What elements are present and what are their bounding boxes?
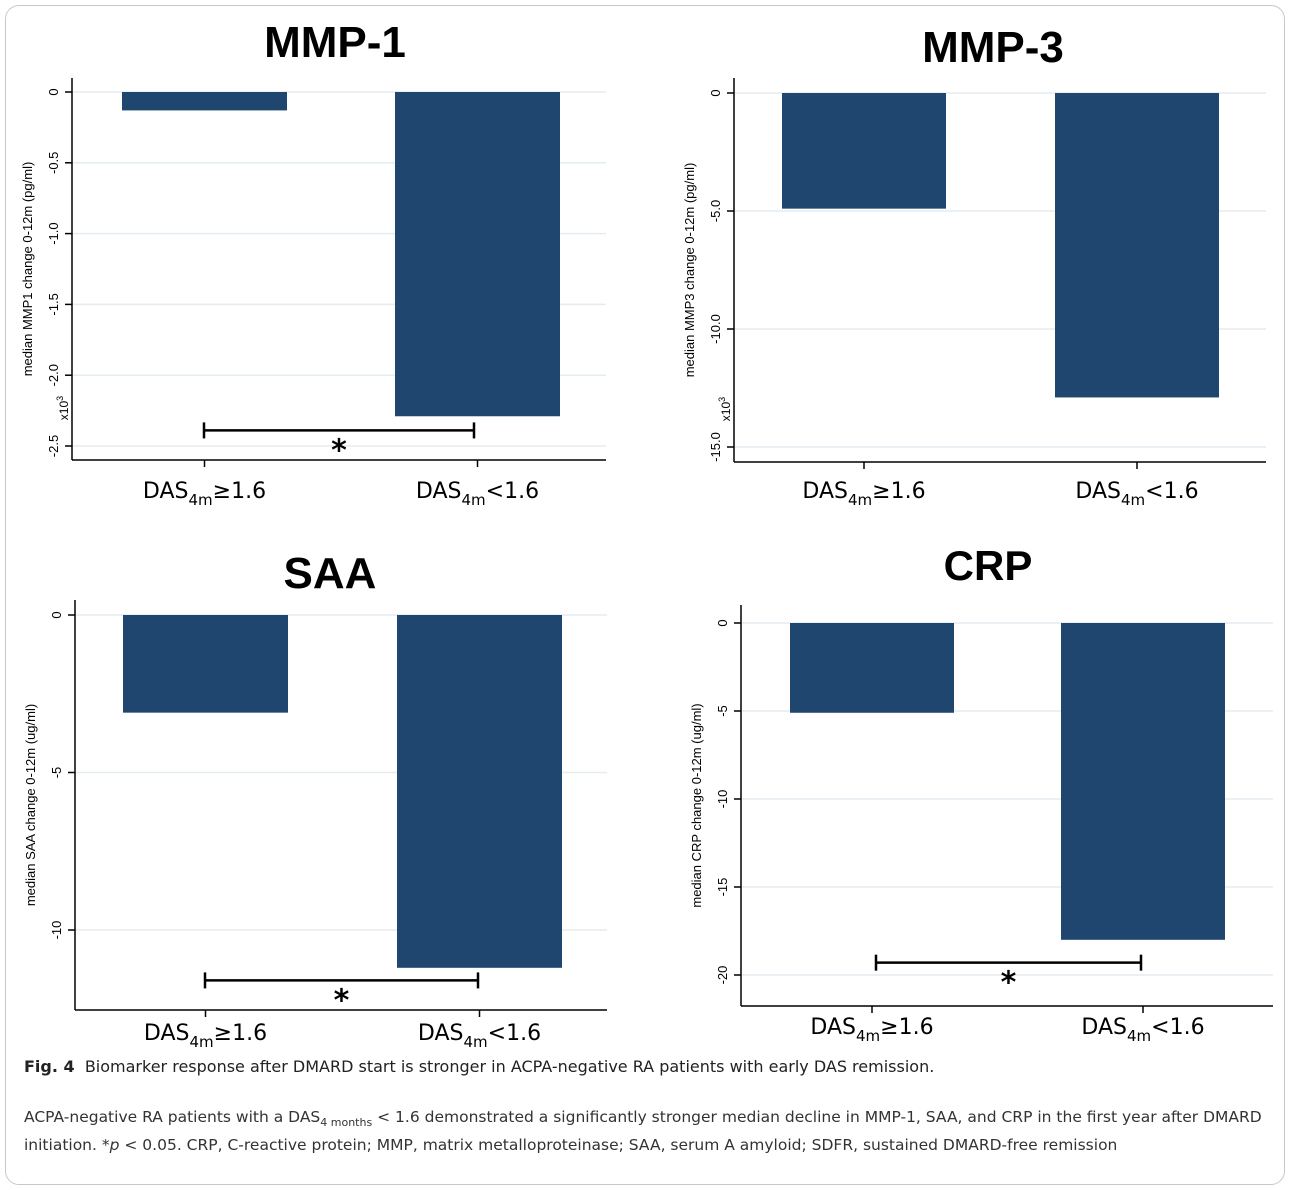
panel-2-bar-2 xyxy=(1055,93,1219,398)
panel-1-y-label: median MMP1 change 0-12m (pg/ml) xyxy=(20,162,35,377)
panel-1-ytick-label: -1.5 xyxy=(46,293,61,315)
panel-3: SAA 0 -5 -10 median SAA change 0-12m (ug/ml)… xyxy=(23,549,607,1050)
panel-3-bar-2 xyxy=(397,615,562,968)
panel-4-y-label: median CRP change 0-12m (ug/ml) xyxy=(689,703,704,907)
panel-1-ytick-label: 0 xyxy=(46,88,61,95)
panel-1-ytick-label: -0.5 xyxy=(46,152,61,174)
panel-4-category-label-1: DAS4m≥1.6 xyxy=(810,1015,933,1045)
panel-1-category-label-1: DAS4m≥1.6 xyxy=(143,479,266,509)
panel-4: CRP 0 -5 -10 -15 -20 median CRP change 0-12m (… xyxy=(689,542,1273,1045)
note-p: p xyxy=(109,1136,120,1155)
panel-3-title: SAA xyxy=(284,549,377,598)
panel-1-title: MMP-1 xyxy=(264,18,406,67)
panel-2-bar-1 xyxy=(782,93,946,209)
panel-2-title: MMP-3 xyxy=(922,23,1064,72)
panel-4-title: CRP xyxy=(944,542,1033,589)
panel-4-ytick-label: -5 xyxy=(715,705,730,717)
panel-3-ytick-label: -5 xyxy=(49,767,64,779)
panel-4-bar-2 xyxy=(1061,623,1225,940)
panel-4-sig-star: * xyxy=(1001,966,1017,1001)
panel-2-y-scale: x103 xyxy=(717,397,733,421)
panel-1: MMP-1 0 -0.5 -1.0 -1.5 -2.0 -2.5 x103 median MMP… xyxy=(20,18,606,509)
panel-2-ytick-label: -5.0 xyxy=(708,200,723,222)
panel-1-ytick-label: -2.5 xyxy=(46,435,61,457)
panel-2-ytick-label: -15.0 xyxy=(708,432,723,462)
panel-2-category-label-1: DAS4m≥1.6 xyxy=(802,479,925,509)
panel-1-y-scale: x103 xyxy=(55,396,71,420)
note-part1: ACPA-negative RA patients with a DAS xyxy=(24,1108,321,1126)
note-sub: 4 months xyxy=(320,1116,373,1130)
panel-4-ytick-label: -10 xyxy=(715,790,730,809)
panel-3-category-label-1: DAS4m≥1.6 xyxy=(144,1021,267,1050)
panel-4-ytick-label: 0 xyxy=(715,619,730,626)
panel-2-ytick-label: 0 xyxy=(708,89,723,96)
note-part2: < 1.6 demonstrated a significantly stron… xyxy=(24,1108,1262,1155)
panel-3-ytick-label: -10 xyxy=(49,921,64,940)
panel-4-bar-1 xyxy=(790,623,954,713)
panel-2-ytick-label: -10.0 xyxy=(708,314,723,344)
caption-text: Biomarker response after DMARD start is … xyxy=(84,1057,935,1076)
note-part3: < 0.05. CRP, C-reactive protein; MMP, ma… xyxy=(119,1136,1118,1155)
panel-1-category-label-2: DAS4m<1.6 xyxy=(416,479,539,509)
figure-panels: MMP-1 0 -0.5 -1.0 -1.5 -2.0 -2.5 x103 median MMP… xyxy=(20,18,1273,1050)
panel-1-sig-star: * xyxy=(331,433,347,468)
panel-3-sig-star: * xyxy=(334,983,350,1018)
panel-3-y-label: median SAA change 0-12m (ug/ml) xyxy=(23,704,38,906)
figure-frame xyxy=(5,5,1285,1185)
panel-3-category-label-2: DAS4m<1.6 xyxy=(418,1021,541,1050)
panel-3-ytick-label: 0 xyxy=(49,611,64,618)
panel-2-y-label: median MMP3 change 0-12m (pg/ml) xyxy=(682,163,697,378)
caption-label: Fig. 4 xyxy=(24,1057,75,1076)
panel-4-ytick-label: -20 xyxy=(715,966,730,985)
panel-4-category-label-2: DAS4m<1.6 xyxy=(1081,1015,1204,1045)
panel-2: MMP-3 0 -5.0 -10.0 -15.0 x103 median MMP3 chan… xyxy=(682,23,1266,509)
panel-1-ytick-label: -1.0 xyxy=(46,222,61,244)
figure-caption: Fig. 4 Biomarker response after DMARD st… xyxy=(24,1057,1264,1076)
panel-1-ytick-label: -2.0 xyxy=(46,364,61,386)
panel-3-bar-1 xyxy=(123,615,288,713)
panel-2-category-label-2: DAS4m<1.6 xyxy=(1075,479,1198,509)
panel-1-bar-2 xyxy=(395,92,560,417)
figure-note: ACPA-negative RA patients with a DAS4 mo… xyxy=(24,1106,1264,1157)
panel-1-bar-1 xyxy=(122,92,287,111)
panel-4-ytick-label: -15 xyxy=(715,878,730,897)
